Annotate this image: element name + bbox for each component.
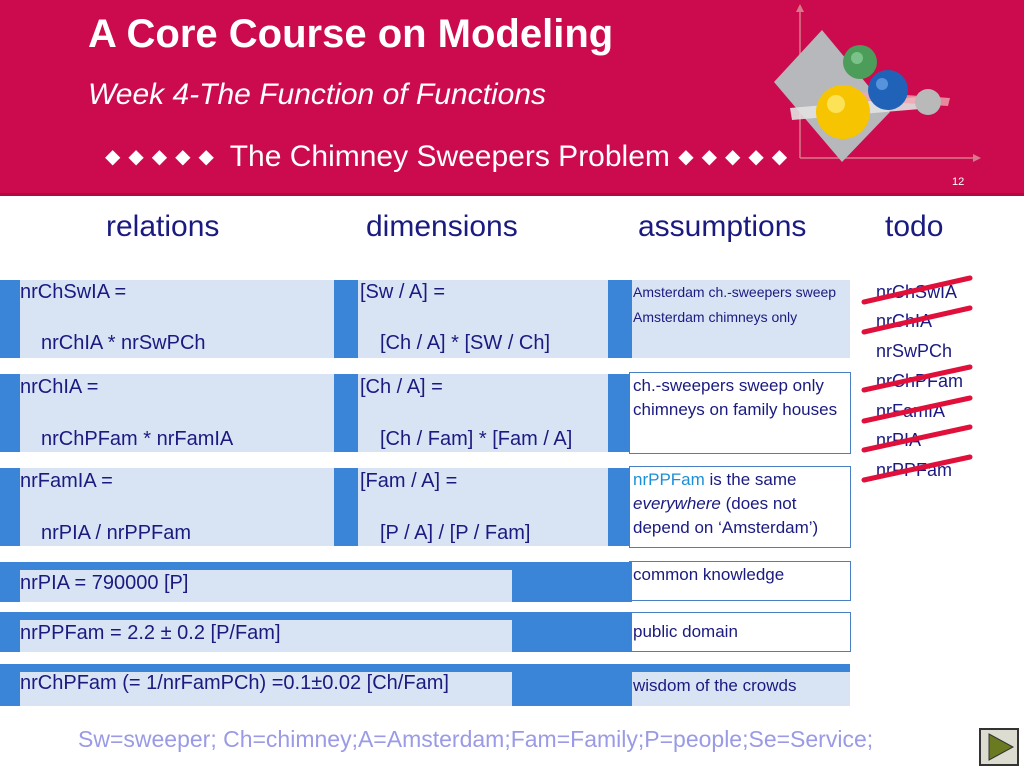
column-header-relations: relations [106, 210, 220, 243]
slide-number: 12 [952, 176, 965, 188]
row-tab [512, 570, 632, 602]
abbreviation-legend: Sw=sweeper; Ch=chimney;A=Amsterdam;Fam=F… [78, 726, 874, 752]
relation-equation: nrFamIA = [20, 470, 113, 492]
fact-relation: nrPPFam = 2.2 ± 0.2 [P/Fam] [20, 622, 281, 644]
row-tab [608, 468, 632, 546]
dimension-equation: [Fam / A] = [360, 470, 458, 492]
fact-cell [20, 620, 512, 652]
assumption-text: nrPPFam is the same everywhere (does not… [633, 470, 819, 537]
assumption-cell [629, 372, 851, 454]
row-tab [0, 374, 20, 452]
row-tab [334, 280, 358, 358]
column-header-assumptions: assumptions [638, 210, 807, 243]
assumption-text: ch.-sweepers sweep only chimneys on fami… [633, 376, 838, 419]
relation-equation: nrChIA = [20, 376, 99, 398]
dimension-expression: [Ch / A] * [SW / Ch] [380, 332, 551, 354]
row-tab [0, 612, 20, 652]
dimension-equation: [Sw / A] = [360, 281, 446, 303]
row-tab [608, 280, 632, 358]
column-header-dimensions: dimensions [366, 210, 518, 243]
relation-cell [20, 280, 334, 358]
fact-relation: nrChPFam (= 1/nrFamPCh) =0.1±0.02 [Ch/Fa… [20, 672, 449, 694]
dimension-cell [358, 280, 608, 358]
banner-diamonds-left: ◆◆◆◆◆ [105, 146, 222, 168]
fact-relation: nrPIA = 790000 [P] [20, 572, 189, 594]
row-tab [512, 672, 632, 706]
strike-mark [861, 364, 973, 393]
row-tab [0, 280, 20, 358]
row-top-band [20, 562, 632, 570]
dimension-expression: [P / A] / [P / Fam] [380, 522, 531, 544]
row-tab [0, 664, 20, 706]
row-tab [0, 468, 20, 546]
strike-mark [861, 305, 973, 335]
row-tab [512, 620, 632, 652]
banner-title: The Chimney Sweepers Problem [229, 140, 670, 173]
row-tab [334, 468, 358, 546]
page-title: A Core Course on Modeling [88, 12, 614, 56]
relation-equation: nrChSwIA = [20, 281, 127, 303]
column-header-todo: todo [885, 210, 944, 243]
dimension-equation: [Ch / A] = [360, 376, 443, 398]
dimension-cell [358, 374, 608, 452]
modeling-spheres-logo [774, 4, 981, 162]
header-divider [0, 193, 1024, 196]
assumption-text: common knowledge [633, 565, 785, 584]
assumption-text: wisdom of the crowds [633, 676, 797, 695]
fact-cell [20, 570, 512, 602]
relation-cell [20, 374, 334, 452]
relation-expression: nrPIA / nrPPFam [41, 522, 192, 544]
todo-item: nrSwPCh [876, 341, 953, 361]
relation-expression: nrChIA * nrSwPCh [41, 332, 206, 354]
row-tab [608, 374, 632, 452]
strike-mark [861, 454, 973, 483]
section-banner: ◆◆◆◆◆ The Chimney Sweepers Problem ◆◆◆◆◆ [105, 140, 895, 174]
todo-item: nrChPFam [876, 371, 964, 391]
page-subtitle: Week 4-The Function of Functions [88, 78, 546, 111]
banner-diamonds-right: ◆◆◆◆◆ [678, 146, 796, 168]
assumption-cell [632, 280, 850, 358]
assumption-highlight: nrPPFam [633, 470, 705, 489]
play-triangle-icon [988, 733, 1015, 761]
row-top-band [20, 664, 850, 672]
strike-mark [861, 275, 973, 305]
dimension-cell [358, 468, 608, 546]
assumption-cell [629, 561, 851, 601]
relation-expression: nrChPFam * nrFamIA [41, 428, 234, 450]
next-slide-button[interactable] [979, 728, 1019, 766]
dimension-expression: [Ch / Fam] * [Fam / A] [380, 428, 573, 450]
row-tab [0, 562, 20, 602]
todo-strikethrough-marks [861, 275, 973, 483]
assumption-cell [629, 466, 851, 548]
assumption-text: public domain [633, 622, 738, 641]
strike-mark [861, 395, 973, 424]
assumption-cell [629, 612, 851, 652]
fact-cell [20, 672, 512, 706]
assumption-cell [632, 672, 850, 706]
assumption-text: Amsterdam ch.-sweepers sweep Amsterdam c… [633, 284, 837, 325]
strike-mark [861, 424, 973, 453]
row-tab [334, 374, 358, 452]
row-top-band [20, 612, 632, 620]
relation-cell [20, 468, 334, 546]
